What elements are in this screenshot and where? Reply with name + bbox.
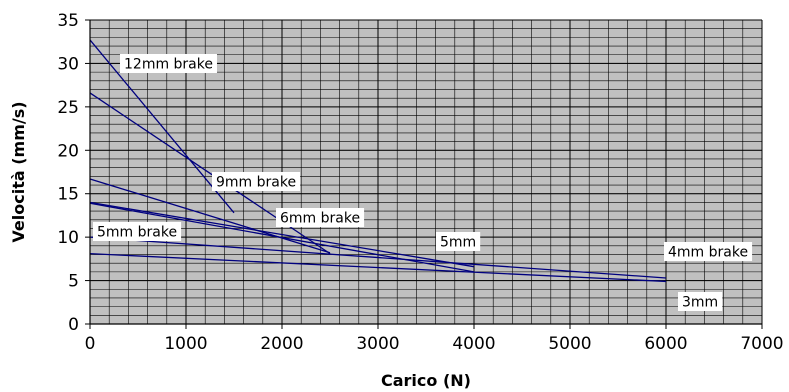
y-tick-label: 35 bbox=[57, 11, 79, 31]
y-tick-label: 5 bbox=[68, 272, 79, 292]
x-axis-tick-labels: 0 1000 2000 3000 4000 5000 6000 7000 bbox=[85, 334, 784, 354]
series-label-text: 6mm brake bbox=[280, 211, 360, 227]
x-tick-label: 2000 bbox=[260, 334, 303, 354]
y-axis-title: Velocità (mm/s) bbox=[9, 101, 28, 242]
x-tick-label: 3000 bbox=[356, 334, 399, 354]
series-label: 3mm bbox=[678, 292, 723, 311]
y-tick-label: 10 bbox=[57, 228, 79, 248]
series-label: 5mm bbox=[436, 232, 481, 251]
y-tick-label: 30 bbox=[57, 54, 79, 74]
series-line bbox=[89, 201, 475, 268]
series-label-text: 9mm brake bbox=[216, 175, 296, 191]
x-tick-label: 7000 bbox=[740, 334, 783, 354]
series-label-box bbox=[93, 222, 182, 241]
series-label-box bbox=[678, 292, 723, 311]
series-label-text: 4mm brake bbox=[668, 245, 748, 261]
series-label: 5mm brake bbox=[93, 222, 182, 241]
x-tick-label: 0 bbox=[85, 334, 96, 354]
series-line bbox=[89, 252, 667, 283]
series-label: 12mm brake bbox=[120, 54, 217, 73]
series-line bbox=[89, 236, 667, 279]
x-tick-label: 1000 bbox=[164, 334, 207, 354]
series-line bbox=[89, 39, 235, 214]
series-label-box bbox=[436, 232, 481, 251]
series-label: 4mm brake bbox=[664, 242, 753, 261]
series-label-box bbox=[120, 54, 217, 73]
series-label: 9mm brake bbox=[212, 172, 301, 191]
series-label-text: 5mm brake bbox=[97, 225, 177, 241]
series-label-text: 5mm bbox=[440, 235, 476, 251]
series-labels: 12mm brake 9mm brake 6mm brake 5mm brake 5mm… bbox=[93, 54, 753, 311]
series-label-box bbox=[664, 242, 753, 261]
y-tick-label: 15 bbox=[57, 185, 79, 205]
series-label-text: 3mm bbox=[682, 295, 718, 311]
y-tick-label: 20 bbox=[57, 141, 79, 161]
x-tick-label: 5000 bbox=[548, 334, 591, 354]
x-axis-title: Carico (N) bbox=[381, 371, 471, 390]
series-label-box bbox=[212, 172, 301, 191]
series-label-text: 12mm brake bbox=[124, 57, 213, 73]
y-tick-label: 25 bbox=[57, 98, 79, 118]
y-axis-tick-labels: 0 5 10 15 20 25 30 35 bbox=[57, 11, 79, 335]
y-tick-label: 0 bbox=[68, 315, 79, 335]
series-line bbox=[89, 178, 331, 254]
x-tick-label: 4000 bbox=[452, 334, 495, 354]
x-tick-label: 6000 bbox=[644, 334, 687, 354]
series-label-box bbox=[276, 208, 365, 227]
series-label: 6mm brake bbox=[276, 208, 365, 227]
